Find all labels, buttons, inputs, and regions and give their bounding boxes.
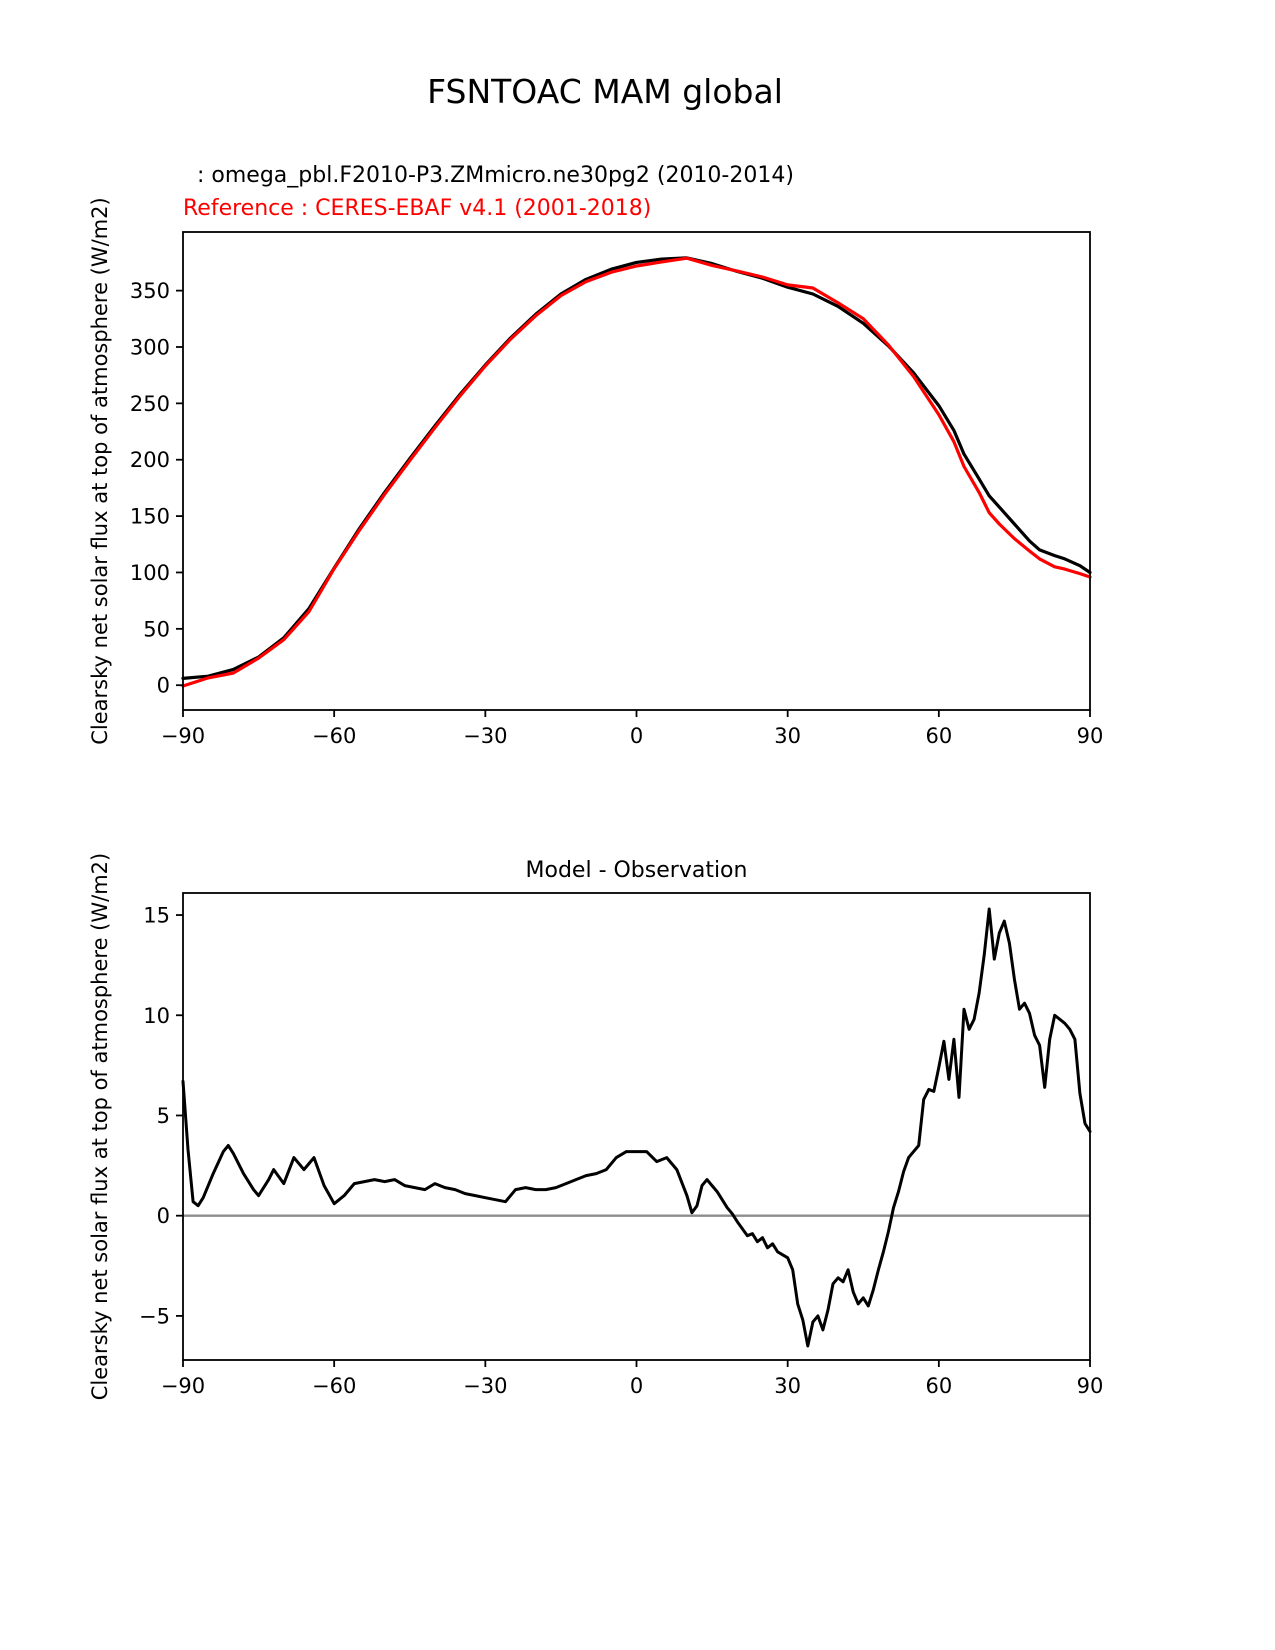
y-axis-label: Clearsky net solar flux at top of atmosp… [88,197,112,744]
y-tick-label: −5 [139,1304,170,1328]
y-tick-label: 300 [130,335,170,359]
figure-title: FSNTOAC MAM global [427,72,783,111]
x-tick-label: −90 [161,724,205,748]
top-chart: −90 −60 −30 0 30 60 90 0 50 100 150 200 250 300 350 Cle… [88,197,1104,748]
y-axis-label: Clearsky net solar flux at top of atmosp… [88,853,112,1400]
x-tick-label: −30 [463,1374,507,1398]
x-tick-label: −60 [312,1374,356,1398]
x-tick-label: 0 [630,1374,643,1398]
x-tick-label: 90 [1077,724,1104,748]
model-line [181,256,1092,680]
legend-reference-label: Reference : CERES-EBAF v4.1 (2001-2018) [183,196,652,221]
x-tick-label: 30 [774,1374,801,1398]
x-tick-label: 90 [1077,1374,1104,1398]
y-tick-label: 50 [143,617,170,641]
x-tick-label: −90 [161,1374,205,1398]
y-tick-label: 0 [157,1204,170,1228]
y-tick-label: 10 [143,1004,170,1028]
legend-model-label: : omega_pbl.F2010-P3.ZMmicro.ne30pg2 (20… [197,163,794,188]
x-tick-label: −30 [463,724,507,748]
y-tick-label: 150 [130,505,170,529]
y-tick-label: 15 [143,904,170,928]
difference-line [181,907,1092,1348]
x-tick-label: −60 [312,724,356,748]
reference-line [181,256,1092,688]
axes-box [182,231,1091,711]
x-tick-label: 60 [925,1374,952,1398]
y-tick-label: 250 [130,392,170,416]
axes-box [182,892,1091,1361]
y-tick-label: 5 [157,1104,170,1128]
y-tick-label: 0 [157,674,170,698]
y-tick-label: 200 [130,448,170,472]
x-tick-label: 0 [630,724,643,748]
x-tick-label: 60 [925,724,952,748]
y-tick-label: 100 [130,561,170,585]
x-tick-label: 30 [774,724,801,748]
bottom-chart-title: Model - Observation [525,858,748,883]
bottom-chart: −90 −60 −30 0 30 60 90 −5 0 5 10 15 Clearsky net sol… [88,853,1104,1400]
y-tick-label: 350 [130,279,170,303]
